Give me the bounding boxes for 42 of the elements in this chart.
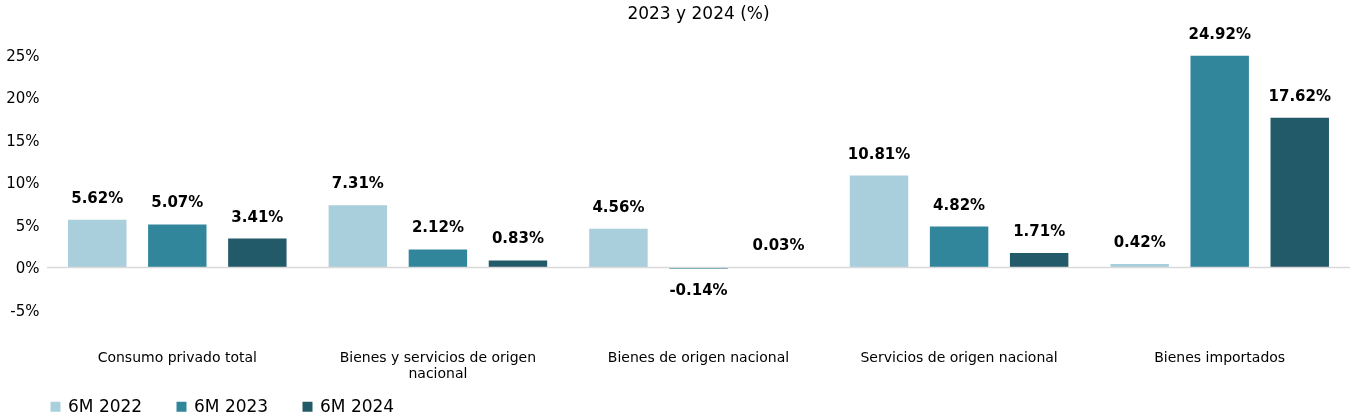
bar	[1009, 252, 1069, 268]
data-label: 0.03%	[752, 236, 805, 255]
data-label: 3.41%	[231, 207, 284, 226]
y-tick-label: 25%	[6, 46, 40, 65]
bar	[228, 238, 287, 268]
legend-label: 6M 2024	[320, 395, 395, 416]
y-tick-label: 20%	[6, 89, 40, 107]
y-tick-label: 0%	[15, 259, 40, 277]
x-tick-label: Bienes de origen nacional	[607, 348, 790, 365]
data-label: 0.83%	[491, 229, 544, 248]
data-label: 4.56%	[592, 197, 645, 216]
data-label: 4.82%	[933, 195, 986, 214]
y-tick-label: 10%	[6, 174, 40, 192]
bar	[148, 224, 207, 268]
bar	[1270, 117, 1329, 268]
bar	[849, 175, 909, 268]
y-tick-label: 5%	[15, 216, 40, 235]
legend-label: 6M 2023	[194, 395, 269, 416]
data-label: 17.62%	[1268, 86, 1331, 105]
x-tick-label: Bienes y servicios de origen nacional	[339, 348, 537, 381]
x-tick-label: Consumo privado total	[97, 348, 257, 365]
data-label: 1.71%	[1013, 221, 1066, 240]
y-tick-label: -5%	[10, 301, 40, 320]
data-label: -0.14%	[669, 280, 728, 299]
bar	[929, 226, 989, 268]
data-label: 7.31%	[331, 174, 384, 193]
chart-title: 2023 y 2024 (%)	[627, 2, 770, 23]
legend-label: 6M 2022	[68, 395, 143, 416]
x-tick-label: Bienes importados	[1154, 348, 1286, 365]
data-label: 2.12%	[411, 218, 464, 237]
bar	[328, 205, 388, 268]
data-label: 0.42%	[1113, 232, 1166, 251]
data-label: 10.81%	[847, 144, 911, 163]
data-label: 24.92%	[1188, 24, 1251, 43]
y-tick-label: 15%	[6, 131, 40, 150]
x-tick-label: Servicios de origen nacional	[860, 348, 1058, 365]
bar	[408, 249, 468, 268]
bar	[589, 228, 648, 268]
bar	[1190, 55, 1249, 268]
data-label: 5.62%	[71, 188, 124, 207]
data-label: 5.07%	[151, 193, 204, 212]
bar	[68, 219, 127, 268]
